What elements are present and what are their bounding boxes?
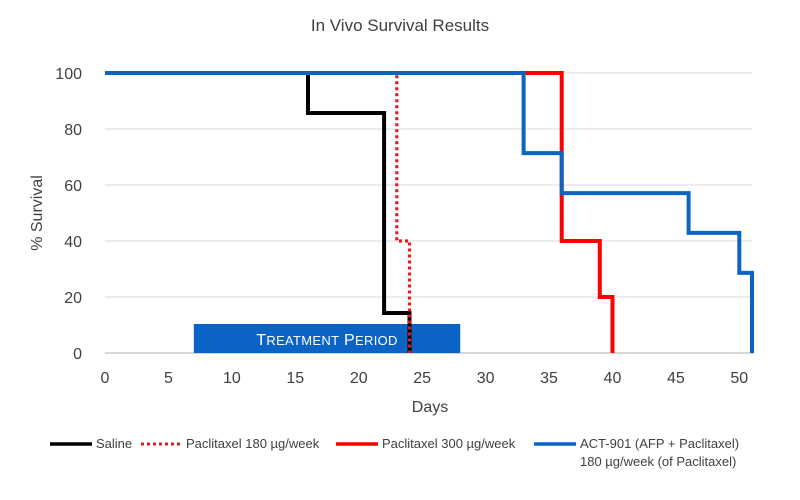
treatment-period-bar (193, 324, 461, 353)
y-tick-100: 100 (55, 66, 82, 83)
x-tick-40: 40 (604, 370, 622, 387)
gridlines (105, 72, 752, 298)
y-tick-60: 60 (64, 178, 82, 195)
y-tick-0: 0 (73, 346, 82, 363)
chart-title: In Vivo Survival Results (311, 16, 489, 35)
x-tick-35: 35 (540, 370, 558, 387)
series-line-3 (105, 71, 615, 353)
y-tick-80: 80 (64, 122, 82, 139)
legend-label-3: Paclitaxel 300 µg/week (382, 436, 516, 451)
x-tick-0: 0 (101, 370, 110, 387)
series-lines (105, 71, 754, 353)
x-tick-30: 30 (477, 370, 495, 387)
treatment-period-annotation: TREATMENT PERIOD (193, 324, 461, 353)
legend-label-4-line2: 180 µg/week (of Paclitaxel) (580, 454, 736, 469)
legend-label-1: Saline (96, 436, 132, 451)
series-line-1 (105, 71, 412, 353)
legend-label-4: ACT-901 (AFP + Paclitaxel) (580, 436, 739, 451)
series-line-4 (105, 71, 754, 353)
x-tick-15: 15 (286, 370, 304, 387)
x-tick-10: 10 (223, 370, 241, 387)
y-tick-20: 20 (64, 290, 82, 307)
legend: Saline Paclitaxel 180 µg/week Paclitaxel 3… (50, 436, 739, 469)
x-tick-50: 50 (730, 370, 748, 387)
x-tick-5: 5 (164, 370, 173, 387)
y-tick-labels: 0 20 40 60 80 100 (55, 66, 82, 363)
x-tick-labels: 0 5 10 15 20 25 30 35 40 45 50 (101, 370, 749, 387)
legend-label-2: Paclitaxel 180 µg/week (186, 436, 320, 451)
y-axis-label: % Survival (29, 175, 46, 251)
x-tick-25: 25 (413, 370, 431, 387)
treatment-period-label: TREATMENT PERIOD (256, 332, 397, 349)
x-axis-label: Days (412, 399, 448, 416)
x-tick-20: 20 (350, 370, 368, 387)
y-tick-40: 40 (64, 234, 82, 251)
x-tick-45: 45 (667, 370, 685, 387)
